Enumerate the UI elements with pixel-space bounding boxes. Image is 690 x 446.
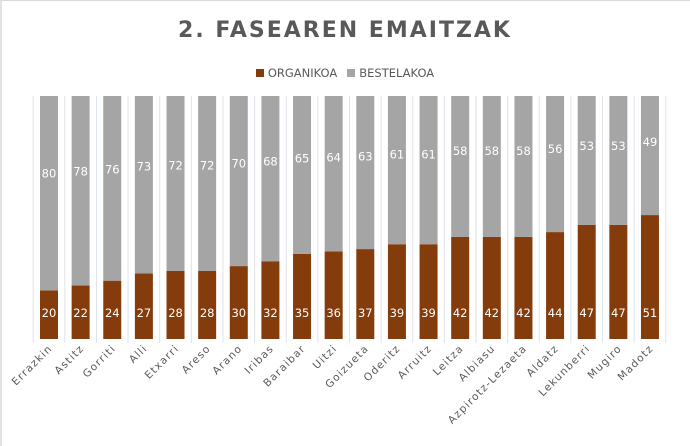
bar-bestelakoa-uitzi[interactable] bbox=[324, 96, 343, 252]
legend-swatch-bestelakoa bbox=[347, 69, 356, 77]
bar-organikoa-azpirotz-lezaeta[interactable] bbox=[514, 236, 533, 339]
data-label-organikoa-goizueta: 37 bbox=[358, 306, 373, 320]
bar-organikoa-gorriti[interactable] bbox=[103, 280, 122, 339]
data-label-bestelakoa-leitza: 58 bbox=[453, 144, 468, 158]
data-label-bestelakoa-uitzi: 64 bbox=[326, 150, 341, 164]
data-label-bestelakoa-errazkin: 80 bbox=[42, 167, 57, 181]
bar-organikoa-astitz[interactable] bbox=[71, 285, 90, 339]
data-label-organikoa-arano: 30 bbox=[231, 306, 246, 320]
category-label: Uitzi bbox=[311, 343, 340, 372]
data-label-organikoa-uitzi: 36 bbox=[326, 306, 341, 320]
category-label: Arruitz bbox=[396, 343, 435, 382]
legend-item-organikoa[interactable]: ORGANIKOA bbox=[255, 66, 338, 80]
data-label-bestelakoa-aldatz: 56 bbox=[548, 142, 563, 156]
bar-organikoa-lekunberri[interactable] bbox=[577, 224, 596, 339]
bar-bestelakoa-iribas[interactable] bbox=[261, 96, 280, 262]
data-label-organikoa-gorriti: 24 bbox=[105, 306, 120, 320]
bar-organikoa-arruitz[interactable] bbox=[419, 244, 438, 339]
bar-organikoa-baraibar[interactable] bbox=[293, 253, 312, 339]
bar-bestelakoa-gorriti[interactable] bbox=[103, 96, 122, 281]
bar-organikoa-arano[interactable] bbox=[229, 266, 248, 339]
bar-bestelakoa-errazkin[interactable] bbox=[40, 96, 58, 291]
bar-organikoa-madotz[interactable] bbox=[640, 215, 659, 339]
data-label-bestelakoa-areso: 72 bbox=[200, 158, 215, 172]
category-label: Errazkin bbox=[10, 343, 55, 388]
data-label-organikoa-aldatz: 44 bbox=[548, 306, 563, 320]
data-label-bestelakoa-gorriti: 76 bbox=[105, 163, 120, 177]
legend: ORGANIKOA BESTELAKOA bbox=[0, 66, 690, 80]
data-label-organikoa-azpirotz-lezaeta: 42 bbox=[516, 306, 531, 320]
bar-bestelakoa-albiasu[interactable] bbox=[482, 96, 501, 237]
data-label-organikoa-errazkin: 20 bbox=[42, 306, 57, 320]
data-label-organikoa-mugiro: 47 bbox=[611, 306, 626, 320]
chart-title: 2. FASEAREN EMAITZAK bbox=[178, 18, 512, 43]
data-label-organikoa-alli: 27 bbox=[137, 306, 152, 320]
bar-organikoa-mugiro[interactable] bbox=[609, 224, 628, 339]
category-label: Gorriti bbox=[81, 343, 119, 381]
data-label-bestelakoa-iribas: 68 bbox=[263, 154, 278, 168]
data-label-organikoa-etxarri: 28 bbox=[168, 306, 183, 320]
data-label-organikoa-albiasu: 42 bbox=[484, 306, 499, 320]
bar-bestelakoa-azpirotz-lezaeta[interactable] bbox=[514, 96, 533, 237]
bar-bestelakoa-leitza[interactable] bbox=[451, 96, 470, 237]
bar-bestelakoa-astitz[interactable] bbox=[71, 96, 90, 286]
data-label-bestelakoa-mugiro: 53 bbox=[611, 139, 626, 153]
bar-organikoa-uitzi[interactable] bbox=[324, 251, 343, 339]
bar-bestelakoa-oderitz[interactable] bbox=[387, 96, 406, 245]
data-label-organikoa-madotz: 51 bbox=[643, 306, 658, 320]
bar-organikoa-errazkin[interactable] bbox=[40, 290, 58, 339]
data-label-bestelakoa-albiasu: 58 bbox=[484, 144, 499, 158]
data-label-bestelakoa-arano: 70 bbox=[231, 156, 246, 170]
data-label-bestelakoa-oderitz: 61 bbox=[390, 147, 405, 161]
bar-bestelakoa-lekunberri[interactable] bbox=[577, 96, 596, 225]
bar-bestelakoa-areso[interactable] bbox=[198, 96, 217, 271]
bar-organikoa-etxarri[interactable] bbox=[166, 270, 185, 339]
data-label-organikoa-oderitz: 39 bbox=[390, 306, 405, 320]
bar-organikoa-albiasu[interactable] bbox=[482, 236, 501, 339]
bar-bestelakoa-aldatz[interactable] bbox=[546, 96, 565, 233]
category-label: Arano bbox=[210, 343, 245, 378]
legend-swatch-organikoa bbox=[255, 69, 264, 77]
bar-organikoa-aldatz[interactable] bbox=[546, 232, 565, 339]
legend-label-organikoa: ORGANIKOA bbox=[267, 66, 338, 80]
bar-bestelakoa-etxarri[interactable] bbox=[166, 96, 185, 271]
data-label-organikoa-astitz: 22 bbox=[73, 306, 88, 320]
data-label-organikoa-areso: 28 bbox=[200, 306, 215, 320]
bar-bestelakoa-arruitz[interactable] bbox=[419, 96, 438, 245]
data-label-organikoa-iribas: 32 bbox=[263, 306, 278, 320]
bar-organikoa-leitza[interactable] bbox=[451, 236, 470, 339]
bar-bestelakoa-mugiro[interactable] bbox=[609, 96, 628, 225]
category-label: Areso bbox=[180, 343, 214, 377]
category-label: Alli bbox=[127, 343, 150, 366]
bar-organikoa-oderitz[interactable] bbox=[387, 244, 406, 339]
data-label-organikoa-lekunberri: 47 bbox=[579, 306, 594, 320]
data-label-bestelakoa-alli: 73 bbox=[137, 160, 152, 174]
bar-bestelakoa-arano[interactable] bbox=[229, 96, 248, 267]
bar-bestelakoa-goizueta[interactable] bbox=[356, 96, 375, 250]
bar-bestelakoa-baraibar[interactable] bbox=[293, 96, 312, 254]
bar-organikoa-iribas[interactable] bbox=[261, 261, 280, 339]
data-label-bestelakoa-goizueta: 63 bbox=[358, 149, 373, 163]
data-label-bestelakoa-etxarri: 72 bbox=[168, 158, 183, 172]
legend-label-bestelakoa: BESTELAKOA bbox=[359, 66, 435, 80]
data-label-bestelakoa-azpirotz-lezaeta: 58 bbox=[516, 144, 531, 158]
bar-organikoa-alli[interactable] bbox=[134, 273, 153, 339]
bar-bestelakoa-alli[interactable] bbox=[134, 96, 153, 274]
data-label-bestelakoa-madotz: 49 bbox=[643, 135, 658, 149]
legend-item-bestelakoa[interactable]: BESTELAKOA bbox=[347, 66, 434, 80]
data-label-organikoa-leitza: 42 bbox=[453, 306, 468, 320]
data-label-bestelakoa-arruitz: 61 bbox=[421, 147, 436, 161]
category-label: Etxarri bbox=[143, 343, 182, 382]
bar-organikoa-goizueta[interactable] bbox=[356, 249, 375, 339]
data-label-bestelakoa-baraibar: 65 bbox=[295, 151, 310, 165]
bar-organikoa-areso[interactable] bbox=[198, 270, 217, 339]
data-label-bestelakoa-astitz: 78 bbox=[73, 165, 88, 179]
data-label-organikoa-baraibar: 35 bbox=[295, 306, 310, 320]
data-label-bestelakoa-lekunberri: 53 bbox=[579, 139, 594, 153]
data-label-organikoa-arruitz: 39 bbox=[421, 306, 436, 320]
bar-bestelakoa-madotz[interactable] bbox=[640, 96, 659, 216]
